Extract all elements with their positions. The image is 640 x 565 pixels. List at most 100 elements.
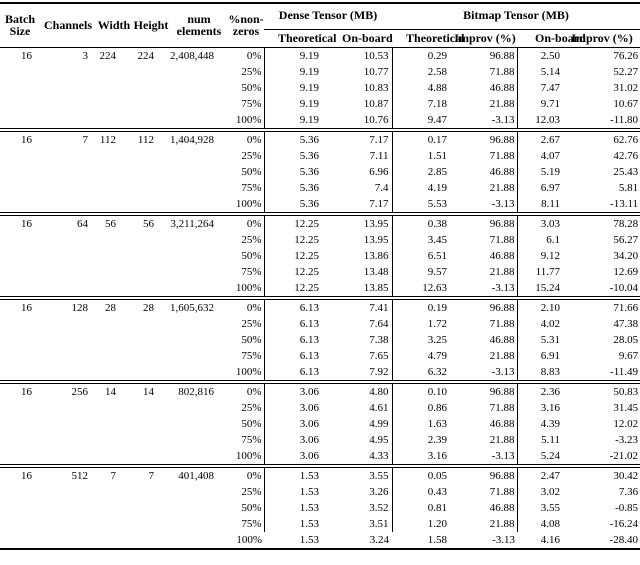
cell-dense-onboard: 7.92 <box>326 363 393 382</box>
table-row: 25% 9.19 10.77 2.58 71.88 5.14 52.27 <box>0 63 640 80</box>
cell-nonzeros: 0% <box>228 295 265 316</box>
cell-bitmap-theoretical: 0.29 <box>427 49 448 62</box>
cell-num-elements: 401,408 <box>170 463 228 549</box>
cell-nonzeros: 0% <box>228 379 265 400</box>
cell-bitmap-improv: 21.88 <box>453 179 518 196</box>
cell-dense-theoretical: 5.36 <box>299 149 319 162</box>
cell-bitmap-improv: 71.88 <box>453 231 518 248</box>
cell-bitmap-onboard-improv: 56.27 <box>613 233 639 246</box>
cell-nonzeros: 0% <box>228 463 265 484</box>
cell-bitmap-onboard-improv: 9.67 <box>618 349 639 362</box>
cell-bitmap-onboard: 7.47 <box>540 81 561 94</box>
cell-bitmap-theoretical: 6.32 <box>427 365 448 378</box>
cell-nonzeros: 25% <box>228 147 265 164</box>
cell-bitmap-onboard-improv: 52.27 <box>613 65 639 78</box>
cell-dense-onboard: 10.83 <box>326 79 393 96</box>
cell-dense-theoretical: 6.13 <box>299 365 319 378</box>
cell-bitmap-onboard: 4.16 <box>540 533 561 546</box>
subheader-bitmap-onboard-improv: Improv (%) <box>571 30 633 45</box>
cell-bitmap-improv: -3.13 <box>492 533 516 546</box>
cell-bitmap-onboard-improv: 34.20 <box>613 249 639 262</box>
cell-bitmap-theoretical: 1.72 <box>427 317 448 330</box>
cell-bitmap-theoretical: 1.51 <box>427 149 448 162</box>
cell-bitmap-onboard: 2.10 <box>517 295 565 316</box>
cell-bitmap-onboard-improv: -21.02 <box>609 449 639 462</box>
cell-bitmap-theoretical: 4.19 <box>427 181 448 194</box>
cell-bitmap-onboard: 6.91 <box>540 349 561 362</box>
cell-bitmap-onboard-improv: 5.81 <box>618 181 639 194</box>
cell-bitmap-onboard: 11.77 <box>535 265 561 278</box>
cell-bitmap-onboard-improv: 71.66 <box>564 295 640 316</box>
cell-bitmap-onboard-improv: -13.11 <box>610 197 639 210</box>
table-row: 16 7 112 112 1,404,928 0% 5.36 7.17 0.17 96.88 2.6… <box>0 127 640 214</box>
table-row: 100% 6.13 7.92 6.32 -3.13 8.83 -11.49 <box>0 363 640 382</box>
cell-height: 112 <box>132 127 170 214</box>
cell-bitmap-theoretical: 6.51 <box>427 249 448 262</box>
cell-bitmap-onboard: 15.24 <box>535 281 561 294</box>
group-header-row: Batch Size Channels Width Height num ele… <box>0 3 640 37</box>
cell-bitmap-improv: 96.88 <box>453 295 518 316</box>
cell-bitmap-theoretical: 0.19 <box>392 295 454 316</box>
cell-dense-theoretical: 9.19 <box>299 49 319 62</box>
cell-bitmap-onboard: 5.14 <box>540 65 561 78</box>
cell-bitmap-improv: 71.88 <box>453 63 518 80</box>
cell-nonzeros: 75% <box>228 179 265 196</box>
cell-dense-theoretical: 5.36 <box>299 165 319 178</box>
cell-dense-onboard: 3.52 <box>326 499 393 516</box>
table-row: 100% 9.19 10.76 9.47 -3.13 12.03 -11.80 <box>0 111 640 130</box>
cell-batch: 16 <box>0 211 40 298</box>
table-row: 75% 9.19 10.87 7.18 21.88 9.71 10.67 <box>0 95 640 112</box>
cell-bitmap-theoretical: 0.05 <box>392 463 454 484</box>
cell-bitmap-improv: 71.88 <box>453 399 518 416</box>
cell-bitmap-onboard: 2.50 <box>540 49 561 62</box>
cell-dense-theoretical: 1.53 <box>299 533 319 546</box>
cell-nonzeros: 25% <box>228 231 265 248</box>
cell-num-elements: 802,816 <box>170 379 228 466</box>
cell-bitmap-theoretical: 3.45 <box>427 233 448 246</box>
cell-width: 112 <box>96 127 132 214</box>
cell-dense-theoretical: 6.13 <box>264 295 326 316</box>
cell-nonzeros: 75% <box>228 515 265 532</box>
cell-bitmap-theoretical: 0.81 <box>427 501 448 514</box>
table-row: 16 64 56 56 3,211,264 0% 12.25 13.95 0.38 96.88 3.… <box>0 211 640 298</box>
table-row: 50% 5.36 6.96 2.85 46.88 5.19 25.43 <box>0 163 640 180</box>
cell-dense-onboard: 7.17 <box>326 195 393 214</box>
cell-height: 7 <box>132 463 170 549</box>
table-row: 25% 6.13 7.64 1.72 71.88 4.02 47.38 <box>0 315 640 332</box>
cell-bitmap-onboard-improv: 76.26 <box>613 49 639 62</box>
cell-dense-onboard: 3.55 <box>326 463 393 484</box>
cell-bitmap-theoretical: 0.43 <box>427 485 448 498</box>
cell-dense-theoretical: 5.36 <box>299 181 319 194</box>
cell-nonzeros: 75% <box>228 95 265 112</box>
cell-width: 7 <box>96 463 132 549</box>
cell-nonzeros: 50% <box>228 499 265 516</box>
cell-nonzeros: 50% <box>228 247 265 264</box>
cell-bitmap-onboard-improv: 31.02 <box>613 81 639 94</box>
cell-num-elements: 1,404,928 <box>170 127 228 214</box>
cell-height: 28 <box>132 295 170 382</box>
table-row: 25% 1.53 3.26 0.43 71.88 3.02 7.36 <box>0 483 640 500</box>
table-row: 50% 3.06 4.99 1.63 46.88 4.39 12.02 <box>0 415 640 432</box>
cell-batch: 16 <box>0 379 40 466</box>
cell-nonzeros: 25% <box>228 315 265 332</box>
cell-width: 224 <box>99 49 117 62</box>
cell-bitmap-improv: -3.13 <box>453 447 518 466</box>
cell-bitmap-theoretical: 1.58 <box>427 533 448 546</box>
cell-channels: 512 <box>40 463 96 549</box>
table-row: 75% 12.25 13.48 9.57 21.88 11.77 12.69 <box>0 263 640 280</box>
cell-bitmap-onboard: 6.1 <box>546 233 561 246</box>
cell-bitmap-onboard-improv: -10.04 <box>609 281 639 294</box>
col-header-batch-size: Batch Size <box>5 12 35 39</box>
cell-dense-onboard: 7.17 <box>326 127 393 148</box>
cell-dense-onboard: 7.4 <box>326 179 393 196</box>
cell-bitmap-theoretical: 12.63 <box>422 281 448 294</box>
cell-bitmap-onboard: 3.03 <box>517 211 565 232</box>
cell-nonzeros: 0% <box>228 127 265 148</box>
cell-bitmap-onboard-improv: 30.42 <box>564 463 640 484</box>
cell-dense-theoretical: 9.19 <box>299 81 319 94</box>
cell-bitmap-theoretical: 4.88 <box>427 81 448 94</box>
cell-bitmap-onboard: 12.03 <box>535 113 561 126</box>
cell-dense-onboard: 13.85 <box>326 279 393 298</box>
cell-dense-theoretical: 12.25 <box>294 233 319 246</box>
cell-dense-theoretical: 3.06 <box>299 417 319 430</box>
